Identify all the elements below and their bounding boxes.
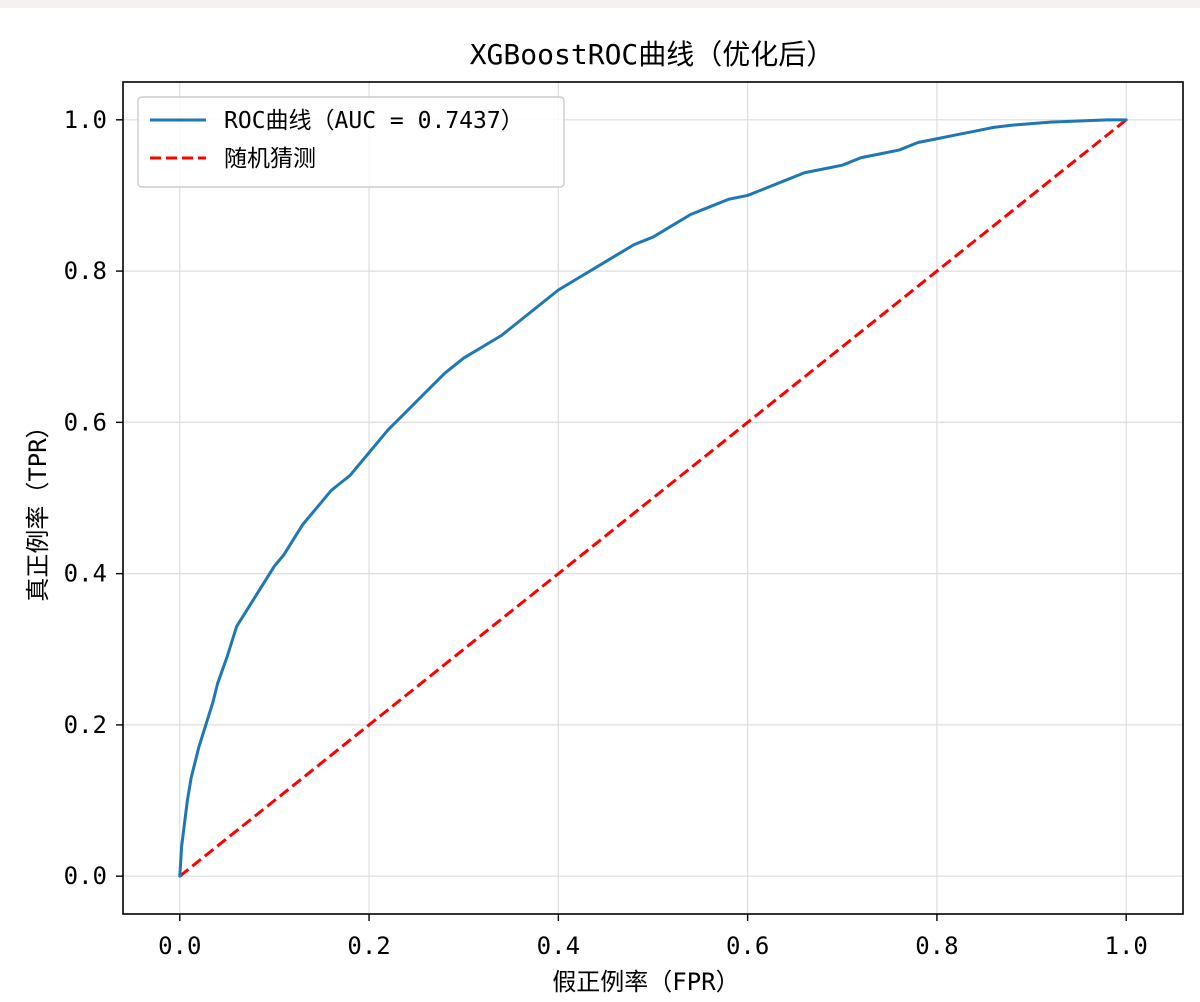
plot-frame	[122, 81, 1184, 915]
x-tick-label-3: 0.6	[726, 932, 769, 960]
y-axis-label: 真正例率（TPR）	[24, 414, 52, 601]
y-tick-label-3: 0.6	[64, 408, 107, 436]
x-tick-label-5: 1.0	[1105, 932, 1148, 960]
chart-title: XGBoostROC曲线（优化后）	[470, 38, 835, 71]
x-tick-label-0: 0.0	[158, 932, 201, 960]
x-axis-ticks: 0.0 0.2 0.4 0.6 0.8 1.0	[158, 914, 1148, 960]
x-tick-label-2: 0.4	[537, 932, 580, 960]
x-axis-label: 假正例率（FPR）	[552, 968, 739, 996]
y-tick-label-5: 1.0	[64, 106, 107, 134]
y-axis-ticks: 0.0 0.2 0.4 0.6 0.8 1.0	[64, 106, 123, 890]
legend-label-roc: ROC曲线（AUC = 0.7437）	[224, 108, 524, 134]
x-tick-label-4: 0.8	[915, 932, 958, 960]
x-tick-label-1: 0.2	[347, 932, 390, 960]
y-tick-label-2: 0.4	[64, 560, 107, 588]
y-tick-label-1: 0.2	[64, 711, 107, 739]
legend-label-random: 随机猜测	[224, 146, 316, 172]
top-strip	[0, 0, 1200, 8]
legend: ROC曲线（AUC = 0.7437） 随机猜测	[137, 96, 565, 188]
y-tick-label-4: 0.8	[64, 257, 107, 285]
grid-lines	[123, 82, 1183, 914]
series-layer	[178, 118, 1128, 878]
random-guess-line	[178, 118, 1128, 878]
y-tick-label-0: 0.0	[64, 862, 107, 890]
roc-curve-line	[178, 118, 1128, 878]
legend-box	[137, 96, 565, 188]
